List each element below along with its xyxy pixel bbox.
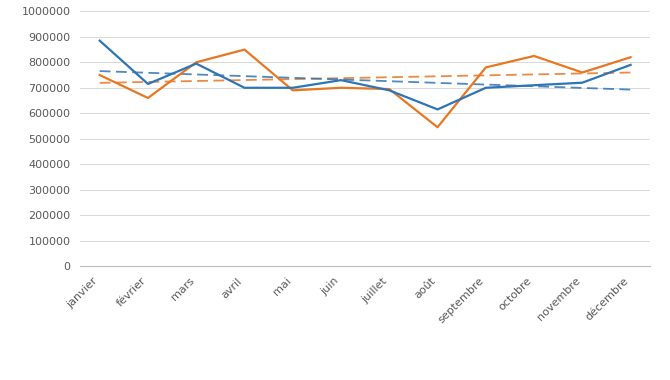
Linéaire (Année 2023)	[96, 81, 104, 85]
Année 2023	[385, 87, 393, 91]
Linéaire (Année 2022)	[96, 69, 104, 73]
Année 2023	[626, 55, 634, 60]
Année 2022	[482, 86, 490, 90]
Année 2023	[482, 65, 490, 70]
Linéaire (Année 2022)	[482, 82, 490, 87]
Linéaire (Année 2022)	[626, 87, 634, 92]
Année 2022	[385, 88, 393, 93]
Année 2023	[144, 96, 152, 100]
Linéaire (Année 2023)	[241, 78, 249, 82]
Linéaire (Année 2023)	[385, 75, 393, 79]
Année 2022	[626, 63, 634, 67]
Année 2022	[96, 38, 104, 43]
Année 2023	[96, 73, 104, 78]
Linéaire (Année 2022)	[578, 86, 586, 90]
Linéaire (Année 2022)	[289, 76, 297, 80]
Linéaire (Année 2022)	[530, 84, 538, 89]
Année 2022	[433, 107, 442, 112]
Line: Année 2022: Année 2022	[100, 41, 630, 109]
Linéaire (Année 2023)	[626, 70, 634, 75]
Année 2023	[433, 125, 442, 130]
Linéaire (Année 2022)	[385, 79, 393, 84]
Linéaire (Année 2023)	[482, 73, 490, 78]
Année 2022	[241, 86, 249, 90]
Linéaire (Année 2022)	[433, 81, 442, 85]
Line: Linéaire (Année 2023): Linéaire (Année 2023)	[100, 73, 630, 83]
Année 2023	[578, 70, 586, 75]
Année 2023	[337, 86, 345, 90]
Linéaire (Année 2023)	[433, 74, 442, 79]
Année 2022	[530, 83, 538, 87]
Line: Linéaire (Année 2022): Linéaire (Année 2022)	[100, 71, 630, 90]
Linéaire (Année 2023)	[337, 76, 345, 81]
Linéaire (Année 2023)	[289, 77, 297, 81]
Année 2023	[530, 54, 538, 58]
Année 2022	[578, 81, 586, 85]
Linéaire (Année 2023)	[530, 72, 538, 77]
Linéaire (Année 2023)	[192, 79, 200, 83]
Linéaire (Année 2023)	[144, 80, 152, 84]
Linéaire (Année 2022)	[144, 71, 152, 75]
Line: Année 2023: Année 2023	[100, 50, 630, 127]
Année 2022	[192, 61, 200, 66]
Linéaire (Année 2023)	[578, 71, 586, 76]
Année 2022	[337, 78, 345, 82]
Année 2023	[289, 88, 297, 93]
Linéaire (Année 2022)	[192, 72, 200, 77]
Année 2023	[241, 48, 249, 52]
Année 2022	[289, 86, 297, 90]
Année 2023	[192, 60, 200, 65]
Linéaire (Année 2022)	[241, 74, 249, 78]
Année 2022	[144, 82, 152, 86]
Linéaire (Année 2022)	[337, 77, 345, 82]
